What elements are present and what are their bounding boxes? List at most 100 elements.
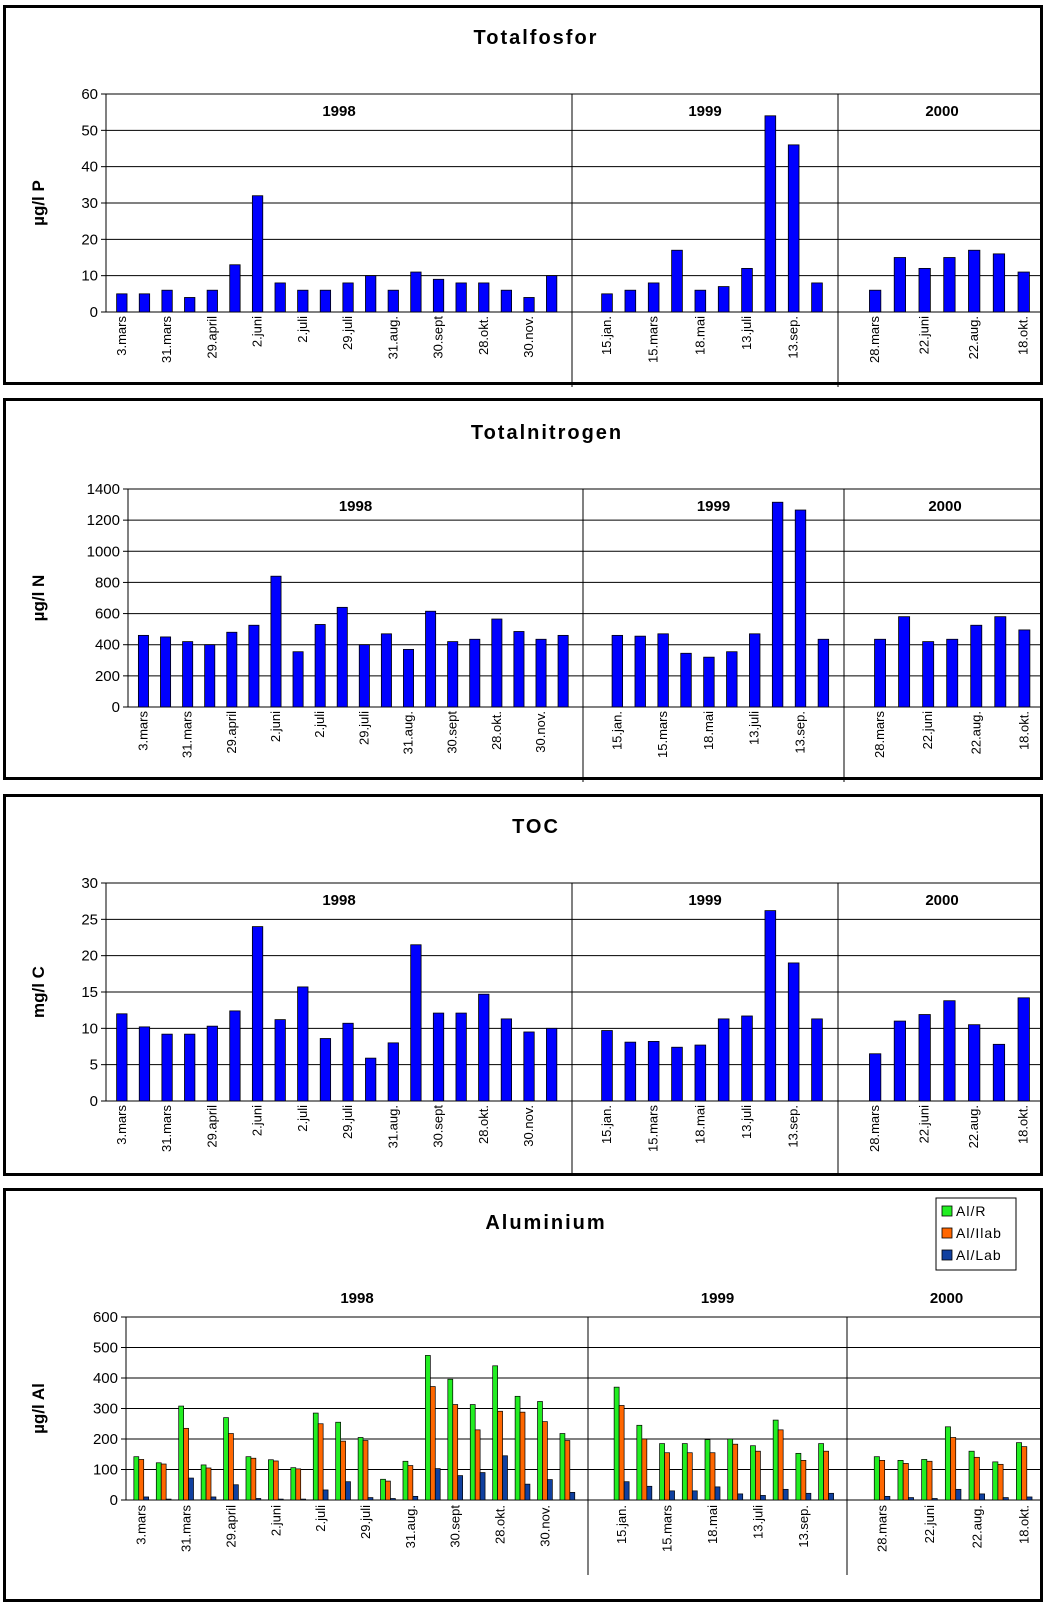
x-tick-label: 31.mars xyxy=(159,316,174,363)
bar-al-lab xyxy=(233,1484,239,1501)
chart-title: Totalfosfor xyxy=(474,27,599,49)
legend-label: Al/R xyxy=(956,1203,986,1219)
bar xyxy=(694,289,707,313)
bar-al-ilab xyxy=(138,1459,145,1501)
bar-al-lab xyxy=(277,1498,284,1501)
bar xyxy=(410,944,422,1102)
bar xyxy=(943,1000,956,1102)
x-tick-label: 3.mars xyxy=(134,1505,149,1545)
chart-panel-toc: TOC 0 5 10 15 20 25 30 mg/l C 1998 3.mars 31.mars 29… xyxy=(3,794,1043,1176)
bar xyxy=(535,638,547,708)
bar-al-ilab xyxy=(777,1429,784,1501)
y-tick-label: 1400 xyxy=(87,481,120,498)
year-label: 2000 xyxy=(930,1290,963,1307)
bar-al-lab xyxy=(908,1497,914,1501)
bar-al-ilab xyxy=(407,1465,414,1501)
x-tick-label: 3.mars xyxy=(114,316,129,356)
bar-al-r xyxy=(795,1452,802,1501)
chart-totalnitrogen: Totalnitrogen 0 200 400 600 800 1000 1200 1400 µg… xyxy=(29,422,1043,782)
chart-panel-totalfosfor: Totalfosfor 0 10 20 30 40 50 60 µg/l P 1998 3.mars… xyxy=(3,5,1043,387)
year-label: 2000 xyxy=(925,892,958,909)
x-tick-label: 15.mars xyxy=(655,711,670,758)
bar xyxy=(410,271,422,313)
bar-al-lab xyxy=(210,1496,217,1501)
x-tick-label: 31.aug. xyxy=(385,316,400,359)
bar xyxy=(811,1018,823,1102)
bar-al-r xyxy=(897,1460,904,1501)
x-tick-label: 22.aug. xyxy=(969,1505,984,1548)
bar-al-ilab xyxy=(641,1438,648,1501)
bar xyxy=(992,1043,1006,1102)
x-tick-label: 15.jan. xyxy=(609,711,624,750)
bar xyxy=(523,297,535,313)
bar-al-ilab xyxy=(160,1463,167,1501)
x-tick-label: 31.mars xyxy=(180,711,195,758)
x-tick-label: 22.juni xyxy=(922,1505,937,1543)
bar-al-lab xyxy=(367,1497,374,1501)
x-tick-label: 29.juli xyxy=(340,1105,355,1139)
x-tick-label: 30.sept xyxy=(431,1105,446,1148)
x-tick-label: 29.april xyxy=(224,711,239,754)
bar xyxy=(513,631,525,708)
bar xyxy=(946,638,959,708)
bar-al-r xyxy=(245,1456,252,1501)
bar xyxy=(251,926,264,1102)
x-tick-label: 30.nov. xyxy=(521,1105,536,1147)
x-tick-label: 30.sept xyxy=(445,711,460,754)
x-tick-label: 13.sep. xyxy=(793,711,808,754)
legend-label: Al/Ilab xyxy=(956,1225,1002,1241)
x-tick-label: 18.okt. xyxy=(1016,1105,1031,1144)
x-tick-label: 30.sept xyxy=(448,1505,463,1548)
y-tick-label: 1000 xyxy=(87,543,120,560)
bar-al-lab xyxy=(955,1488,962,1501)
bar xyxy=(970,624,983,708)
bar xyxy=(794,509,807,708)
y-tick-label: 25 xyxy=(81,911,98,928)
bar-al-r xyxy=(921,1459,928,1501)
bar xyxy=(447,641,459,708)
x-tick-label: 2.juli xyxy=(312,711,327,738)
y-tick-label: 30 xyxy=(81,875,98,892)
bar-al-lab xyxy=(805,1492,812,1501)
bar-al-ilab xyxy=(800,1460,807,1501)
bar-al-r xyxy=(425,1355,431,1501)
bar xyxy=(182,641,194,708)
bar-al-r xyxy=(992,1461,999,1501)
x-tick-label: 15.jan. xyxy=(599,316,614,355)
bar xyxy=(1017,271,1030,313)
bar-al-lab xyxy=(714,1486,721,1501)
x-tick-label: 31.aug. xyxy=(403,1505,418,1548)
x-tick-label: 22.aug. xyxy=(966,1105,981,1148)
year-label: 1998 xyxy=(340,1290,373,1307)
bar-al-ilab xyxy=(664,1452,670,1501)
bar xyxy=(523,1031,535,1102)
bar xyxy=(204,644,216,708)
bar-al-ilab xyxy=(295,1468,302,1501)
x-tick-label: 29.april xyxy=(204,1105,219,1148)
bar xyxy=(319,1038,332,1102)
y-tick-label: 600 xyxy=(93,1309,118,1326)
bar xyxy=(918,267,931,313)
bar-al-lab xyxy=(322,1489,329,1501)
bar-al-lab xyxy=(1002,1497,1009,1501)
bar-al-ilab xyxy=(183,1427,189,1501)
bar-al-lab xyxy=(165,1498,172,1501)
bar xyxy=(611,634,624,708)
y-tick-label: 0 xyxy=(90,304,98,321)
legend-swatch xyxy=(941,1227,953,1239)
bar-al-lab xyxy=(931,1498,938,1501)
x-tick-label: 18.mai xyxy=(701,711,716,750)
bar-al-r xyxy=(492,1365,498,1501)
x-tick-label: 18.okt. xyxy=(1016,316,1031,355)
bar xyxy=(432,1012,445,1102)
x-tick-label: 28.okt. xyxy=(476,1105,491,1144)
x-tick-label: 2.juli xyxy=(295,316,310,343)
bar-al-r xyxy=(155,1462,162,1501)
x-tick-label: 31.mars xyxy=(159,1105,174,1152)
bar xyxy=(1017,997,1030,1102)
bar xyxy=(297,289,309,313)
x-tick-label: 29.juli xyxy=(356,711,371,745)
x-tick-label: 29.april xyxy=(223,1505,238,1548)
x-tick-label: 2.juni xyxy=(250,316,265,347)
bar xyxy=(726,651,738,708)
